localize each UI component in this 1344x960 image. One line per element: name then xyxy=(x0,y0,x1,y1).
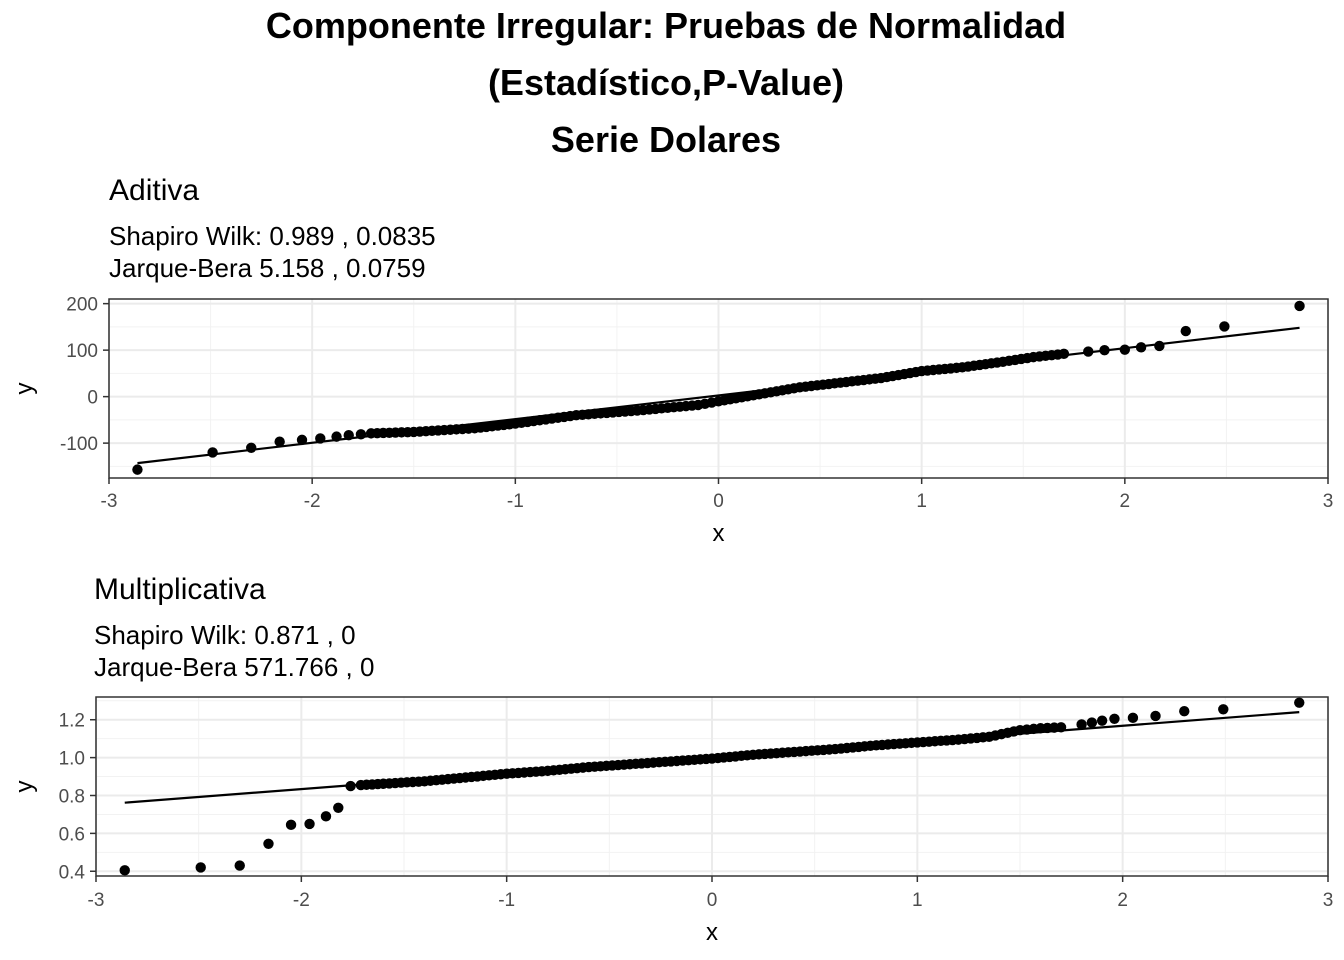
aditiva-data-point xyxy=(1135,342,1147,353)
multiplicativa-data-point xyxy=(195,862,206,873)
aditiva-data-point xyxy=(355,429,367,440)
multiplicativa-data-point xyxy=(1109,713,1120,724)
multiplicativa-data-point xyxy=(263,838,274,849)
aditiva-y-tick-label: 200 xyxy=(66,295,98,316)
multiplicativa-data-point xyxy=(333,802,344,814)
aditiva-data-point xyxy=(246,442,257,453)
multiplicativa-data-point xyxy=(119,865,130,876)
multiplicativa-y-tick-label: 1.0 xyxy=(59,749,85,770)
panel-aditiva-jarque: Jarque-Bera 5.158 , 0.0759 xyxy=(109,253,426,283)
aditiva-data-point xyxy=(132,464,143,475)
multiplicativa-data-point xyxy=(304,818,315,830)
multiplicativa-x-axis-title: x xyxy=(706,919,718,946)
multiplicativa-data-point xyxy=(320,811,332,822)
aditiva-y-tick-label: 100 xyxy=(66,341,98,362)
multiplicativa-data-point xyxy=(1086,717,1098,728)
panel-aditiva-title: Aditiva xyxy=(109,174,200,207)
aditiva-y-axis-title: y xyxy=(11,383,38,395)
multiplicativa-x-tick-label: 3 xyxy=(1323,890,1334,911)
aditiva-data-point xyxy=(343,430,354,441)
panel-multiplicativa-title: Multiplicativa xyxy=(94,573,266,606)
multiplicativa-data-point xyxy=(1127,712,1139,724)
multiplicativa-y-tick-label: 0.4 xyxy=(59,862,86,883)
aditiva-x-tick-label: 1 xyxy=(916,491,927,512)
aditiva-data-point xyxy=(1180,325,1191,337)
panel-aditiva-shapiro: Shapiro Wilk: 0.989 , 0.0835 xyxy=(109,221,436,251)
multiplicativa-x-tick-label: 0 xyxy=(707,890,718,911)
aditiva-data-point xyxy=(1083,346,1094,357)
multiplicativa-y-tick-label: 0.8 xyxy=(59,786,85,807)
multiplicativa-x-tick-label: -1 xyxy=(498,890,515,911)
multiplicativa-data-point xyxy=(345,780,356,792)
chart-title-line-2: (Estadístico,P-Value) xyxy=(487,62,845,103)
multiplicativa-data-point xyxy=(1096,715,1108,726)
aditiva-x-tick-label: -3 xyxy=(101,491,118,512)
chart-title-line-3: Serie Dolares xyxy=(550,119,782,160)
aditiva-x-axis-title: x xyxy=(713,520,725,547)
aditiva-data-point xyxy=(1058,348,1070,360)
aditiva-data-point xyxy=(1154,340,1165,352)
aditiva-y-tick-label: 0 xyxy=(87,388,98,409)
chart-title-line-1: Componente Irregular: Pruebas de Normali… xyxy=(265,5,1067,46)
multiplicativa-y-tick-label: 1.2 xyxy=(59,711,85,732)
aditiva-data-point xyxy=(315,433,326,444)
aditiva-data-point xyxy=(1099,344,1110,356)
aditiva-x-tick-label: 2 xyxy=(1120,491,1131,512)
multiplicativa-x-tick-label: -2 xyxy=(293,890,310,911)
aditiva-x-tick-label: -2 xyxy=(304,491,321,512)
aditiva-data-point xyxy=(1219,321,1230,332)
multiplicativa-y-tick-label: 0.6 xyxy=(59,824,85,845)
aditiva-data-point xyxy=(1119,344,1131,355)
multiplicativa-panel: -3 -2 -1 0 1 2 3 0.4 0.6 0.8 1.0 1.2 x y xyxy=(11,696,1334,946)
multiplicativa-data-point xyxy=(1055,722,1067,733)
multiplicativa-data-point xyxy=(1218,704,1229,715)
panel-multiplicativa-shapiro: Shapiro Wilk: 0.871 , 0 xyxy=(94,620,356,650)
multiplicativa-data-point xyxy=(1179,706,1190,717)
aditiva-panel: -3 -2 -1 0 1 2 3 -100 0 100 200 x y xyxy=(11,295,1333,547)
multiplicativa-data-point xyxy=(234,860,245,871)
aditiva-x-tick-label: 0 xyxy=(713,491,724,512)
multiplicativa-data-point xyxy=(1294,697,1305,708)
aditiva-data-point xyxy=(274,436,285,447)
multiplicativa-x-tick-label: -3 xyxy=(88,890,105,911)
aditiva-data-point xyxy=(331,431,342,442)
multiplicativa-x-tick-label: 2 xyxy=(1117,890,1128,911)
multiplicativa-data-point xyxy=(1150,710,1161,722)
aditiva-y-tick-label: -100 xyxy=(60,434,98,455)
multiplicativa-x-tick-label: 1 xyxy=(912,890,923,911)
multiplicativa-y-axis-title: y xyxy=(11,781,38,793)
aditiva-x-tick-label: -1 xyxy=(507,491,524,512)
panel-multiplicativa-jarque: Jarque-Bera 571.766 , 0 xyxy=(94,652,375,682)
aditiva-x-tick-label: 3 xyxy=(1323,491,1334,512)
multiplicativa-data-point xyxy=(1076,719,1087,730)
multiplicativa-data-point xyxy=(285,819,297,831)
aditiva-data-point xyxy=(207,447,218,458)
aditiva-data-point xyxy=(1294,300,1305,312)
aditiva-data-point xyxy=(296,434,308,446)
